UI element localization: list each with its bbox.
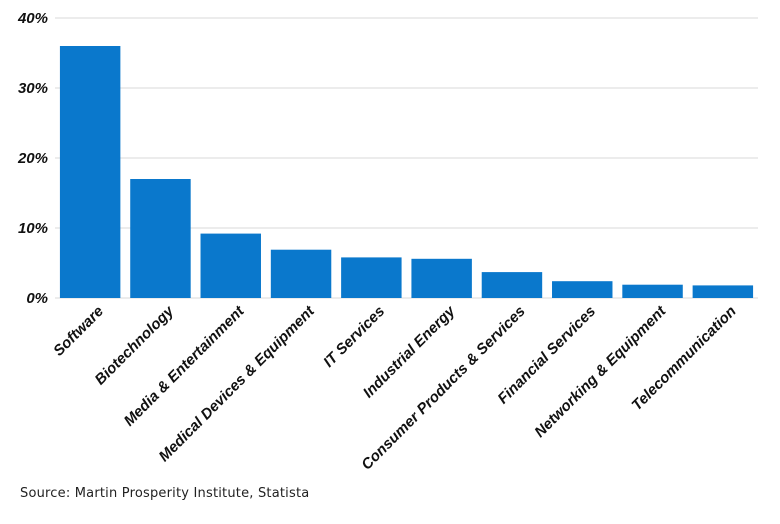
y-tick-label: 40%	[17, 10, 48, 27]
source-note: Source: Martin Prosperity Institute, Sta…	[20, 486, 310, 501]
x-category-label: Medical Devices & Equipment	[156, 302, 319, 465]
bar	[692, 285, 754, 298]
x-category-label: Software	[50, 303, 107, 360]
x-category-label: IT Services	[320, 303, 388, 371]
bars	[59, 46, 754, 298]
bar	[130, 179, 191, 298]
x-category-label: Media & Entertainment	[121, 302, 249, 430]
bar	[200, 233, 261, 298]
bar	[341, 257, 402, 298]
bar	[481, 272, 543, 298]
y-tick-label: 10%	[18, 220, 48, 237]
bar	[270, 249, 332, 298]
y-tick-label: 0%	[26, 290, 48, 307]
bar	[552, 281, 613, 298]
bar	[411, 258, 472, 298]
y-axis-tick-labels: 0% 10% 20% 30% 40%	[17, 10, 48, 307]
y-tick-label: 20%	[17, 150, 48, 167]
bar	[622, 284, 683, 298]
bar	[59, 46, 121, 298]
x-category-label: Networking & Equipment	[531, 302, 670, 441]
y-tick-label: 30%	[18, 80, 48, 97]
